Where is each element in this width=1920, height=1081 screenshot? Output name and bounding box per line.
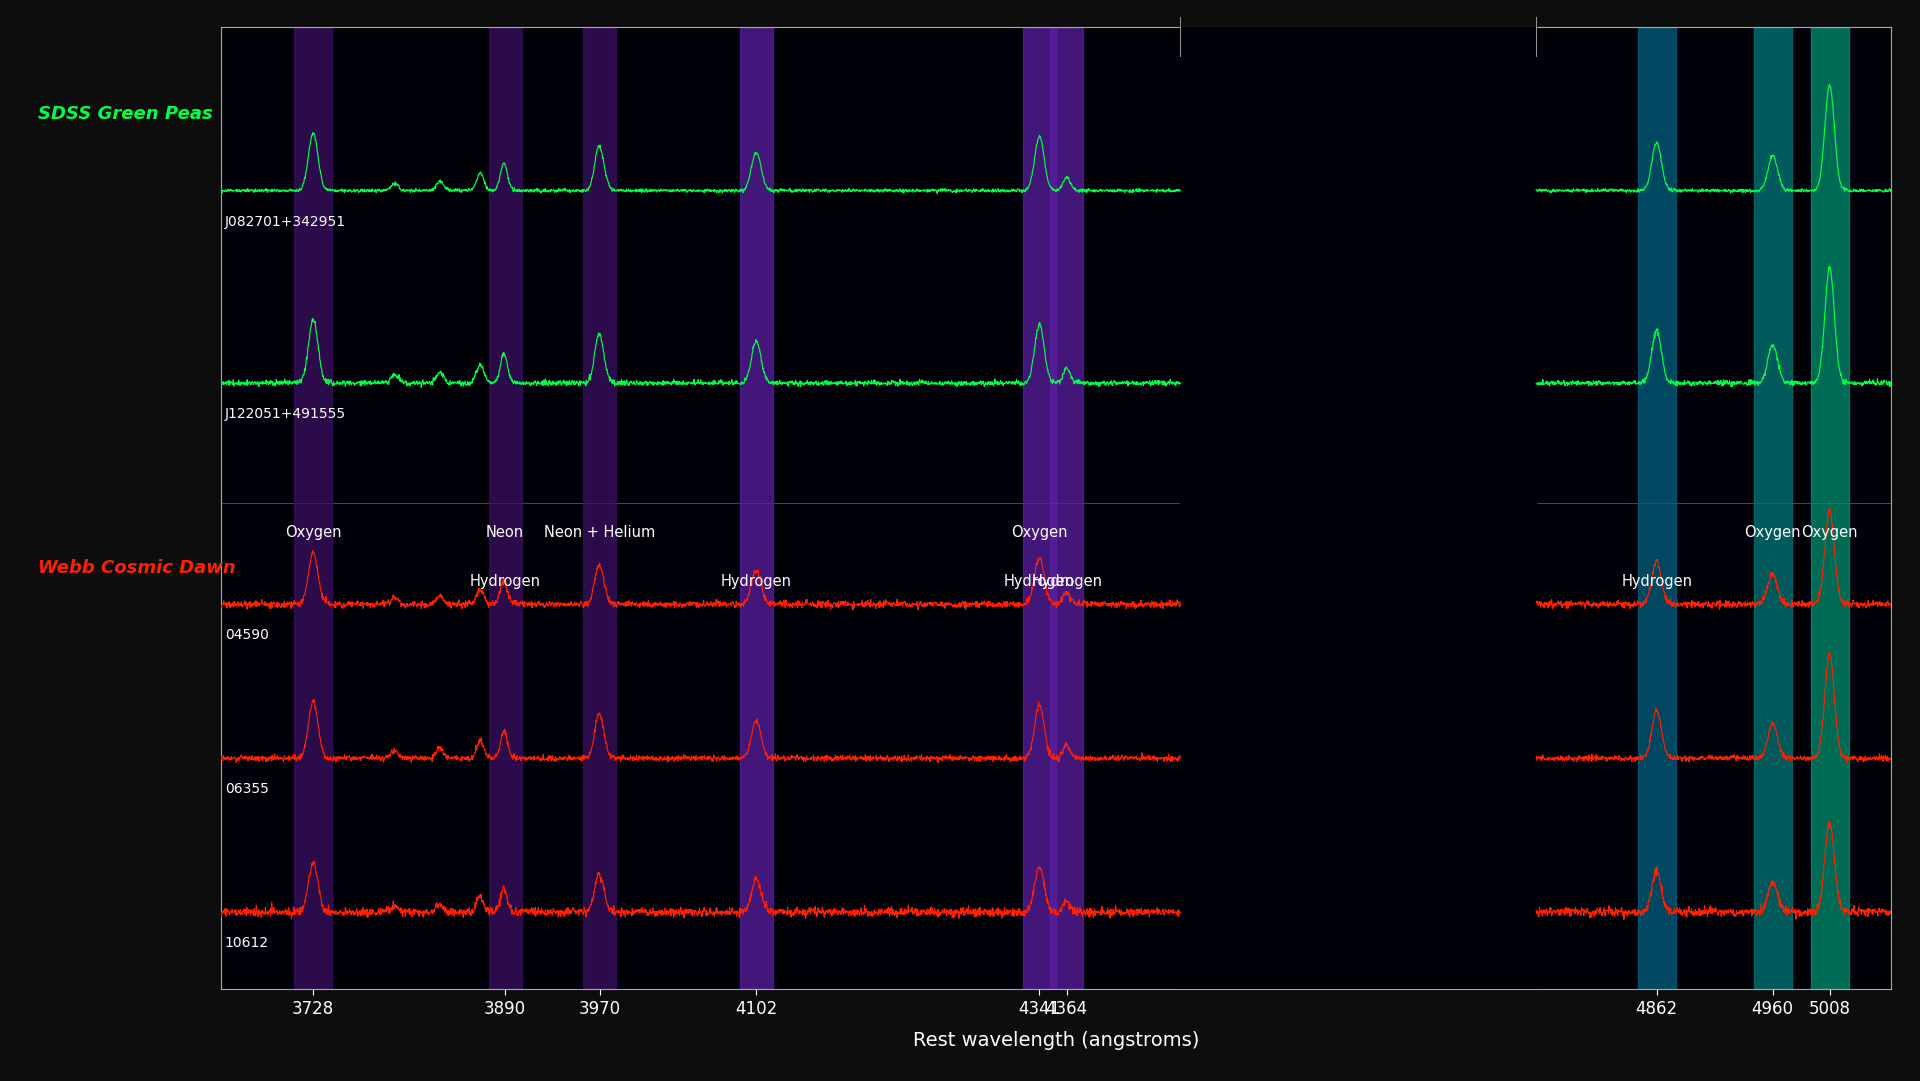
Bar <box>294 27 332 989</box>
Bar <box>739 27 774 989</box>
Text: Oxygen: Oxygen <box>1012 525 1068 539</box>
Bar <box>1753 27 1791 989</box>
Text: 04590: 04590 <box>225 628 269 642</box>
Text: J122051+491555: J122051+491555 <box>225 408 346 422</box>
Bar <box>1811 27 1849 989</box>
Bar <box>1181 27 1536 989</box>
Text: Oxygen: Oxygen <box>284 525 342 539</box>
Bar <box>1181 27 1536 989</box>
X-axis label: Rest wavelength (angstroms): Rest wavelength (angstroms) <box>912 1031 1200 1051</box>
Text: Hydrogen: Hydrogen <box>1620 574 1692 588</box>
Text: Oxygen: Oxygen <box>1745 525 1801 539</box>
Text: Oxygen: Oxygen <box>1801 525 1859 539</box>
Bar <box>488 27 522 989</box>
Text: 06355: 06355 <box>225 783 269 797</box>
Text: Neon: Neon <box>486 525 524 539</box>
Text: Hydrogen: Hydrogen <box>470 574 541 588</box>
Bar <box>1023 27 1056 989</box>
Text: Webb Cosmic Dawn: Webb Cosmic Dawn <box>38 559 236 576</box>
Bar <box>584 27 616 989</box>
Text: Hydrogen: Hydrogen <box>1004 574 1075 588</box>
Text: SDSS Green Peas: SDSS Green Peas <box>38 105 213 122</box>
Text: Hydrogen: Hydrogen <box>720 574 791 588</box>
Text: Hydrogen: Hydrogen <box>1031 574 1102 588</box>
Bar <box>1638 27 1676 989</box>
Text: Neon + Helium: Neon + Helium <box>543 525 655 539</box>
Text: 10612: 10612 <box>225 936 269 950</box>
Bar <box>1050 27 1083 989</box>
Text: J082701+342951: J082701+342951 <box>225 215 346 229</box>
